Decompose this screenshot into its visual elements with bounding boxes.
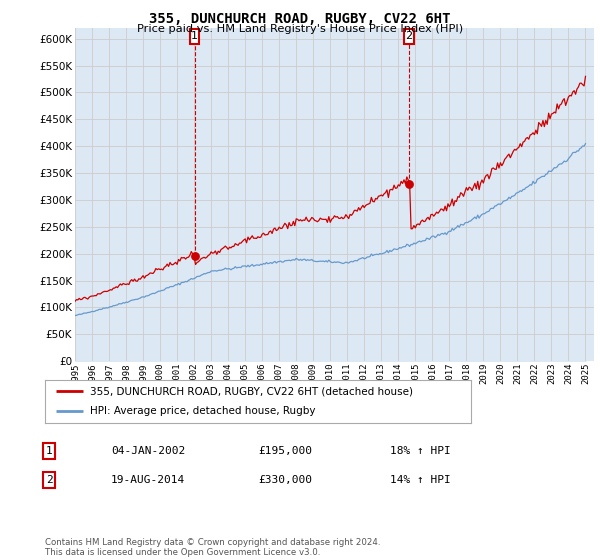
Text: 1: 1 (191, 31, 198, 41)
Text: HPI: Average price, detached house, Rugby: HPI: Average price, detached house, Rugb… (90, 406, 315, 416)
FancyBboxPatch shape (190, 29, 199, 44)
Text: 18% ↑ HPI: 18% ↑ HPI (390, 446, 451, 456)
Point (190, 252, 200, 261)
Text: 14% ↑ HPI: 14% ↑ HPI (390, 475, 451, 485)
Text: 1: 1 (46, 446, 53, 456)
Text: £330,000: £330,000 (258, 475, 312, 485)
FancyBboxPatch shape (404, 29, 414, 44)
Text: Price paid vs. HM Land Registry's House Price Index (HPI): Price paid vs. HM Land Registry's House … (137, 24, 463, 34)
Text: Contains HM Land Registry data © Crown copyright and database right 2024.
This d: Contains HM Land Registry data © Crown c… (45, 538, 380, 557)
Point (404, 179, 414, 188)
Text: £195,000: £195,000 (258, 446, 312, 456)
Text: 2: 2 (406, 31, 413, 41)
Text: 355, DUNCHURCH ROAD, RUGBY, CV22 6HT: 355, DUNCHURCH ROAD, RUGBY, CV22 6HT (149, 12, 451, 26)
Text: 04-JAN-2002: 04-JAN-2002 (111, 446, 185, 456)
Text: 2: 2 (46, 475, 53, 485)
Text: 19-AUG-2014: 19-AUG-2014 (111, 475, 185, 485)
Text: 355, DUNCHURCH ROAD, RUGBY, CV22 6HT (detached house): 355, DUNCHURCH ROAD, RUGBY, CV22 6HT (de… (90, 386, 413, 396)
